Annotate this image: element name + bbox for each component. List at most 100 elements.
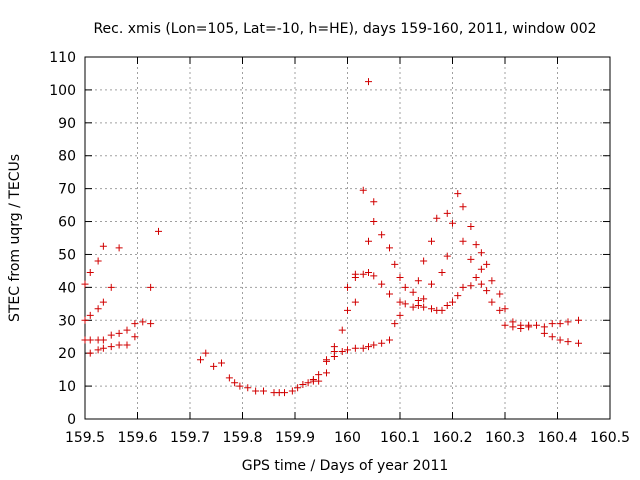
data-point-marker [496, 290, 504, 298]
data-point-marker [115, 329, 123, 337]
data-point-marker [123, 326, 131, 334]
data-point-marker [477, 280, 485, 288]
data-point-marker [365, 269, 372, 277]
data-point-marker [315, 377, 323, 385]
data-point-marker [107, 331, 115, 339]
data-point-marker [488, 298, 496, 306]
data-point-marker [338, 326, 346, 334]
data-point-marker [575, 316, 582, 324]
data-point-marker [365, 78, 372, 86]
data-point-marker [115, 244, 123, 252]
data-point-marker [501, 305, 509, 313]
data-point-marker [155, 227, 162, 235]
data-point-marker [472, 273, 480, 281]
data-point-marker [351, 344, 359, 352]
data-point-marker [477, 265, 485, 273]
x-tick-label: 159.5 [65, 430, 105, 446]
data-point-marker [454, 292, 462, 300]
data-point-marker [396, 273, 404, 281]
data-point-marker [409, 303, 417, 311]
data-point-marker [459, 203, 467, 211]
data-point-marker [472, 241, 480, 249]
data-point-marker [131, 320, 139, 328]
data-point-marker [370, 198, 378, 206]
x-tick-label: 160.4 [537, 430, 577, 446]
x-axis-ticks: 159.5 159.6 159.7 159.8 159.9 160 160.1 160.2 16… [65, 57, 630, 446]
data-point-marker [99, 344, 107, 352]
data-point-marker [477, 249, 485, 257]
data-point-marker [115, 341, 123, 349]
data-point-marker [401, 283, 409, 291]
y-axis-ticks: 0 10 20 30 40 50 60 70 80 90 100 110 [49, 50, 610, 428]
data-point-marker [488, 277, 496, 285]
data-point-marker [467, 222, 475, 230]
data-point-marker [564, 338, 572, 346]
y-tick-label: 70 [58, 182, 76, 198]
data-point-marker [420, 257, 428, 265]
data-point-marker [147, 283, 155, 291]
x-tick-label: 160 [334, 430, 361, 446]
data-point-marker [81, 316, 89, 324]
x-tick-label: 159.9 [275, 430, 315, 446]
data-point-marker [391, 260, 399, 268]
data-point-marker [396, 298, 404, 306]
data-point-marker [225, 374, 233, 382]
y-tick-label: 100 [49, 83, 76, 99]
data-point-marker [509, 323, 517, 331]
data-point-marker [443, 252, 451, 260]
data-point-marker [386, 290, 393, 298]
data-point-marker [218, 359, 225, 367]
data-point-marker [236, 382, 244, 390]
data-point-marker [386, 244, 393, 252]
y-tick-label: 30 [58, 313, 76, 329]
data-point-marker [391, 320, 399, 328]
data-point-marker [338, 348, 346, 356]
data-point-marker [443, 209, 451, 217]
y-tick-label: 80 [58, 149, 76, 165]
data-point-marker [540, 323, 548, 331]
data-point-marker [370, 341, 378, 349]
y-tick-label: 60 [58, 215, 76, 231]
y-tick-label: 90 [58, 116, 76, 132]
data-point-marker [438, 269, 446, 277]
data-point-marker [94, 305, 102, 313]
data-point-marker [99, 298, 107, 306]
data-point-marker [344, 283, 351, 291]
data-point-marker [370, 272, 378, 280]
data-point-marker [467, 255, 475, 263]
data-point-marker [548, 333, 556, 341]
data-point-marker [351, 298, 359, 306]
data-point-marker [433, 214, 441, 222]
data-point-marker [428, 280, 435, 288]
data-point-marker [365, 343, 372, 351]
data-point-marker [315, 371, 323, 379]
data-point-marker [244, 384, 252, 392]
data-point-marker [86, 311, 94, 319]
data-point-marker [94, 346, 102, 354]
data-point-marker [449, 298, 456, 306]
data-point-marker [252, 387, 260, 395]
data-point-marker [86, 336, 94, 344]
data-point-marker [386, 336, 393, 344]
data-point-marker [299, 380, 307, 388]
data-point-marker [99, 242, 107, 250]
data-point-marker [454, 190, 462, 198]
data-point-marker [556, 320, 564, 328]
data-point-marker [496, 306, 504, 314]
data-point-marker [330, 352, 338, 360]
y-tick-label: 10 [58, 379, 76, 395]
data-point-marker [525, 323, 533, 331]
data-point-marker [501, 321, 509, 329]
data-point-marker [564, 318, 572, 326]
data-point-marker [467, 282, 475, 290]
x-tick-label: 160.5 [590, 430, 630, 446]
data-point-marker [483, 260, 491, 268]
data-point-marker [359, 344, 367, 352]
data-point-marker [107, 283, 115, 291]
data-point-marker [260, 387, 267, 395]
grid-lines [85, 57, 610, 419]
data-point-marker [147, 320, 155, 328]
data-point-marker [378, 280, 386, 288]
data-point-marker [139, 318, 147, 326]
